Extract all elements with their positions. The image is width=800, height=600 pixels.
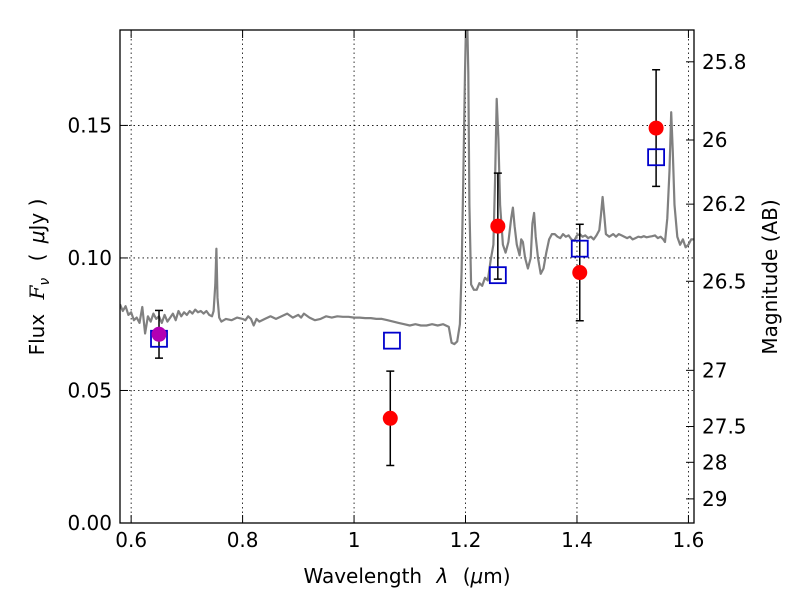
data-point-marker (151, 326, 167, 342)
x-tick-label: 0.8 (227, 528, 259, 552)
y-axis-label-unit-open: ( (25, 254, 49, 262)
x-axis-label-mu: μ (470, 564, 484, 588)
model-square-marker (383, 331, 401, 350)
y-axis-label-unit-close: Jy ) (25, 199, 49, 233)
model-square-marker (570, 239, 589, 258)
model-square-marker (647, 148, 666, 167)
y-axis-label-nu: ν (37, 278, 53, 286)
markers-layer (150, 69, 666, 467)
y-tick-label: 0.10 (67, 246, 112, 270)
x-tick-label: 0.6 (115, 528, 147, 552)
x-axis-label-prefix: Wavelength (303, 564, 422, 588)
y-axis-label: Flux Fν ( μJy ) (25, 199, 54, 356)
y2-tick-label: 25.8 (702, 50, 747, 74)
x-tick-label: 1.4 (561, 528, 593, 552)
y2-tick-label: 27 (702, 358, 727, 382)
ticks-layer: 0.6 0.8 1 1.2 1.4 1.6 0.00 0.05 0.10 0.15 25.8 26 26… (67, 30, 747, 552)
y2-tick-label: 29 (702, 487, 727, 511)
y2-tick-label: 26.5 (702, 269, 747, 293)
y-tick-label: 0.05 (67, 378, 112, 402)
spectrum-layer (120, 30, 694, 346)
x-tick-label: 1.6 (673, 528, 705, 552)
x-tick-label: 1.2 (450, 528, 482, 552)
x-axis-label-lambda: λ (435, 564, 448, 588)
data-point-marker (648, 120, 664, 136)
y-tick-label: 0.15 (67, 113, 112, 137)
x-axis-label-unit-open: ( (463, 564, 471, 588)
x-axis-label-unit-close: m) (483, 564, 510, 588)
y2-tick-label: 28 (702, 450, 727, 474)
y-tick-label: 0.00 (67, 511, 112, 535)
data-point-marker (490, 218, 506, 234)
x-axis-label: Wavelength λ (μm) (303, 564, 510, 588)
x-tick-label: 1 (348, 528, 361, 552)
plot-area (120, 30, 694, 523)
y2-tick-label: 27.5 (702, 415, 747, 439)
y-axis-label-prefix: Flux (25, 314, 49, 356)
y-axis-label-mu: μ (25, 230, 49, 244)
y-axis-label-F: F (25, 284, 49, 300)
y2-tick-label: 26 (702, 128, 727, 152)
model-square-marker (488, 266, 507, 285)
data-point-marker (572, 265, 588, 281)
data-point-marker (382, 410, 398, 426)
model-spectrum-line (120, 30, 694, 346)
plot-frame (119, 29, 695, 524)
y2-axis-label: Magnitude (AB) (758, 199, 782, 354)
y2-tick-label: 26.2 (702, 192, 747, 216)
